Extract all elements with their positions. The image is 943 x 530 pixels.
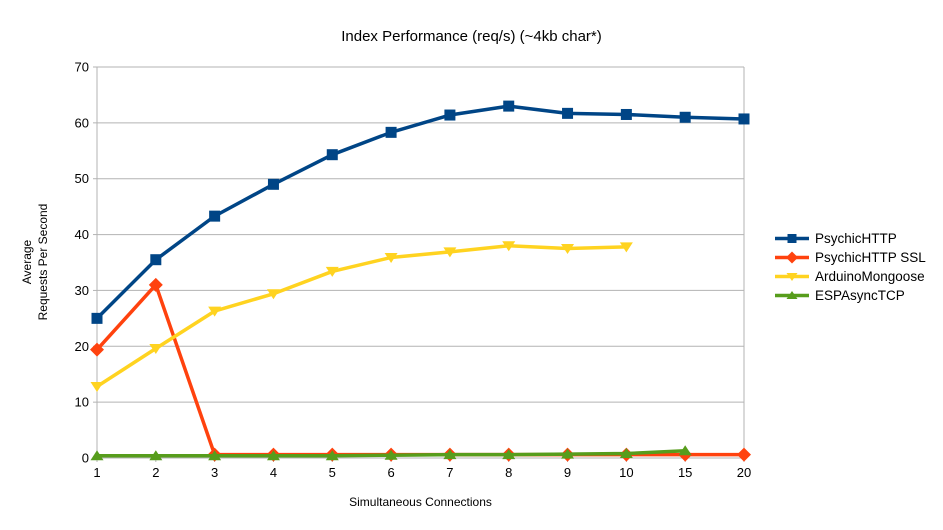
y-tick-label: 50 xyxy=(75,171,89,186)
legend-item-arduinomongoose: ArduinoMongoose xyxy=(775,267,926,286)
data-point-marker xyxy=(149,450,163,461)
data-point-marker xyxy=(619,448,633,459)
x-tick-label: 2 xyxy=(152,465,159,480)
data-point-marker xyxy=(738,113,750,125)
x-tick-label: 10 xyxy=(619,465,633,480)
legend-item-espasynctcp: ESPAsyncTCP xyxy=(775,286,926,305)
legend-marker xyxy=(786,273,798,281)
data-point-marker xyxy=(502,449,516,460)
legend-item-psychichttp-ssl: PsychicHTTP SSL xyxy=(775,248,926,267)
data-point-marker xyxy=(208,306,222,317)
x-tick-label: 15 xyxy=(678,465,692,480)
data-point-marker xyxy=(384,252,398,263)
data-point-marker xyxy=(266,450,280,461)
series-espasynctcp xyxy=(90,445,692,461)
x-tick-label: 1 xyxy=(93,465,100,480)
data-point-marker xyxy=(502,241,516,252)
y-tick-label: 60 xyxy=(75,115,89,130)
data-point-marker xyxy=(444,109,456,121)
data-point-marker xyxy=(267,178,279,190)
data-point-marker xyxy=(326,149,338,161)
series-line xyxy=(96,243,627,388)
y-tick-label: 10 xyxy=(75,395,89,410)
data-point-marker xyxy=(148,277,163,292)
x-tick-label: 9 xyxy=(564,465,571,480)
x-tick-label: 8 xyxy=(505,465,512,480)
y-tick-label: 0 xyxy=(82,451,89,466)
data-point-marker xyxy=(325,450,339,461)
y-tick-label: 20 xyxy=(75,339,89,354)
data-point-marker xyxy=(443,247,457,258)
x-tick-label: 7 xyxy=(446,465,453,480)
data-point-marker xyxy=(619,242,633,253)
data-point-marker xyxy=(150,254,162,266)
legend-label: ESPAsyncTCP xyxy=(815,288,905,303)
data-point-marker xyxy=(325,266,339,277)
data-point-marker xyxy=(90,342,104,357)
legend-label: PsychicHTTP SSL xyxy=(815,250,926,265)
data-point-marker xyxy=(503,100,515,112)
x-axis-title: Simultaneous Connections xyxy=(349,495,492,509)
data-point-marker xyxy=(561,448,575,459)
x-tick-label: 3 xyxy=(211,465,218,480)
data-point-marker xyxy=(385,126,397,138)
data-point-marker xyxy=(266,289,280,300)
legend-label: PsychicHTTP xyxy=(815,231,897,246)
data-point-marker xyxy=(561,244,575,255)
y-tick-label: 40 xyxy=(75,227,89,242)
x-tick-label: 5 xyxy=(329,465,336,480)
y-tick-label: 30 xyxy=(75,283,89,298)
series-psychichttp xyxy=(91,100,750,324)
data-point-marker xyxy=(209,210,221,222)
series-line xyxy=(95,104,745,320)
data-point-marker xyxy=(90,382,104,393)
legend-marker xyxy=(786,251,798,264)
data-point-marker xyxy=(90,450,104,461)
x-tick-label: 6 xyxy=(387,465,394,480)
arduinomongoose-marker-icon xyxy=(775,273,809,281)
series-psychichttp-ssl xyxy=(90,277,751,462)
data-point-marker xyxy=(443,449,457,460)
data-point-marker xyxy=(679,111,691,123)
legend-marker xyxy=(786,291,798,299)
chart-title: Index Performance (req/s) (~4kb char*) xyxy=(341,28,602,45)
espasynctcp-marker-icon xyxy=(775,291,809,299)
x-tick-label: 4 xyxy=(270,465,277,480)
data-point-marker xyxy=(678,445,692,456)
legend-label: ArduinoMongoose xyxy=(815,269,925,284)
data-point-marker xyxy=(208,450,222,461)
data-point-marker xyxy=(562,107,574,119)
series-line xyxy=(95,283,744,457)
series-arduinomongoose xyxy=(90,241,633,393)
legend: PsychicHTTP PsychicHTTP SSL ArduinoMongoos… xyxy=(775,229,926,305)
legend-marker xyxy=(787,234,797,243)
data-point-marker xyxy=(737,447,751,462)
psychichttp-ssl-marker-icon xyxy=(775,251,809,264)
x-tick-label: 20 xyxy=(737,465,751,480)
psychichttp-marker-icon xyxy=(775,234,809,243)
legend-item-psychichttp: PsychicHTTP xyxy=(775,229,926,248)
data-point-marker xyxy=(91,312,103,324)
data-point-marker xyxy=(384,449,398,460)
y-tick-label: 70 xyxy=(75,60,89,75)
data-point-marker xyxy=(620,108,632,120)
data-point-marker xyxy=(149,344,163,355)
